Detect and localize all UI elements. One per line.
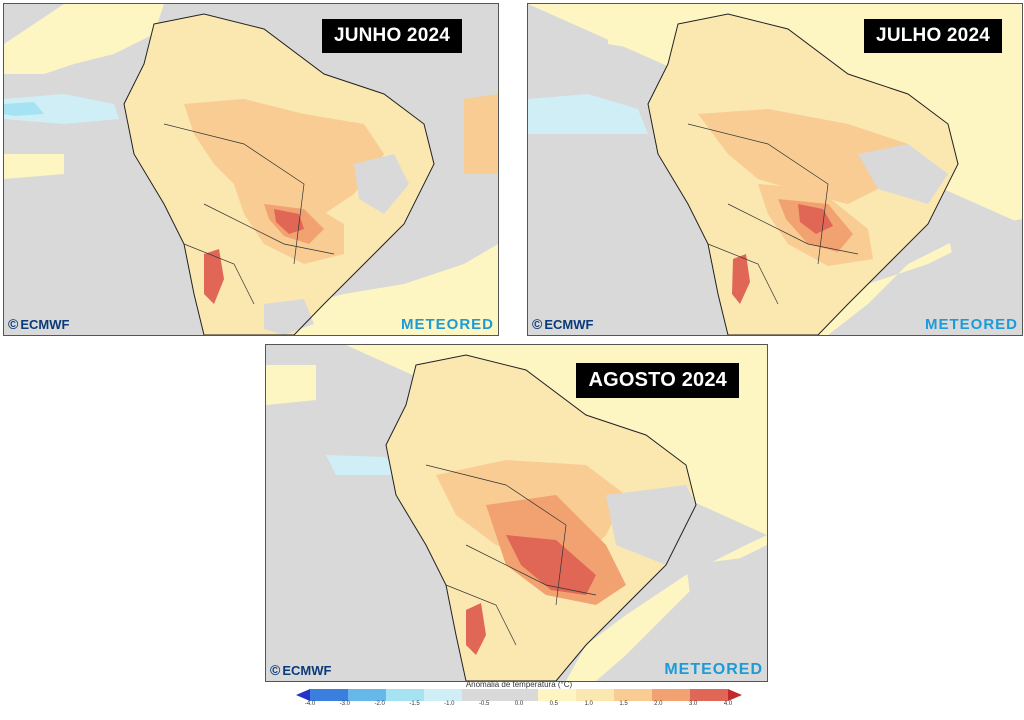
ecmwf-logo-text: ECMWF — [544, 316, 594, 332]
ecmwf-logo: © ECMWF — [8, 316, 69, 332]
legend-swatch — [424, 689, 463, 701]
temperature-anomaly-map-august — [266, 345, 767, 681]
legend-swatch — [348, 689, 387, 701]
meteored-logo: METEORED — [400, 316, 494, 333]
temperature-anomaly-map-july — [528, 4, 1022, 335]
legend-tick-label: -4.0 — [304, 701, 316, 707]
legend-swatch — [652, 689, 691, 701]
ecmwf-logo-text: ECMWF — [20, 316, 70, 332]
legend-tick-label: -3.0 — [339, 701, 350, 707]
temperature-anomaly-legend: Anomalia de temperatura (°C) -4.0 -3.0 -2.… — [296, 680, 742, 720]
meteored-logo: METEORED — [664, 661, 763, 678]
legend-swatch — [728, 689, 742, 701]
ecmwf-logo: © ECMWF — [532, 316, 593, 332]
legend-swatch — [386, 689, 425, 701]
legend-tick-label: 3.0 — [688, 701, 698, 707]
legend-swatch — [576, 689, 615, 701]
legend-tick-label: -2.0 — [374, 701, 385, 707]
map-panel-august: AGOSTO 2024 © ECMWF METEORED — [265, 344, 768, 682]
ecmwf-logo-icon: © — [532, 316, 543, 332]
legend-tick-label: 0.5 — [549, 701, 558, 707]
legend-tick-label: -1.5 — [409, 701, 420, 707]
legend-tick-label: 0.0 — [514, 701, 524, 707]
legend-title: Anomalia de temperatura (°C) — [465, 680, 573, 689]
map-panel-july: JULHO 2024 © ECMWF METEORED — [527, 3, 1023, 336]
legend-tick-label: 4.0 — [723, 701, 733, 707]
legend-colorbar — [296, 689, 742, 701]
legend-swatch — [538, 689, 577, 701]
legend-swatch — [500, 689, 539, 701]
legend-tick-label: 1.0 — [584, 701, 593, 707]
ecmwf-logo: © ECMWF — [270, 662, 331, 678]
legend-swatch — [690, 689, 729, 701]
legend-tick-label: -1.0 — [444, 701, 455, 707]
meteored-logo: METEORED — [924, 316, 1018, 333]
legend-ticks: -4.0 -3.0 -2.0 -1.5 -1.0 -0.5 0.0 0.5 1.0 1.5 2.0 3… — [296, 701, 742, 711]
map-panel-june: JUNHO 2024 © ECMWF METEORED — [3, 3, 499, 336]
legend-swatch — [462, 689, 501, 701]
legend-swatch — [310, 689, 349, 701]
month-title: JUNHO 2024 — [321, 19, 462, 53]
temperature-anomaly-map-june — [4, 4, 498, 335]
month-title: AGOSTO 2024 — [576, 363, 739, 398]
legend-tick-label: -0.5 — [478, 701, 490, 707]
legend-swatch — [614, 689, 653, 701]
ecmwf-logo-icon: © — [8, 316, 19, 332]
month-title: JULHO 2024 — [864, 19, 1002, 53]
ecmwf-logo-text: ECMWF — [282, 662, 332, 678]
legend-tick-label: 2.0 — [654, 701, 663, 707]
legend-swatch — [296, 689, 310, 701]
legend-tick-label: 1.5 — [619, 701, 628, 707]
ecmwf-logo-icon: © — [270, 662, 281, 678]
